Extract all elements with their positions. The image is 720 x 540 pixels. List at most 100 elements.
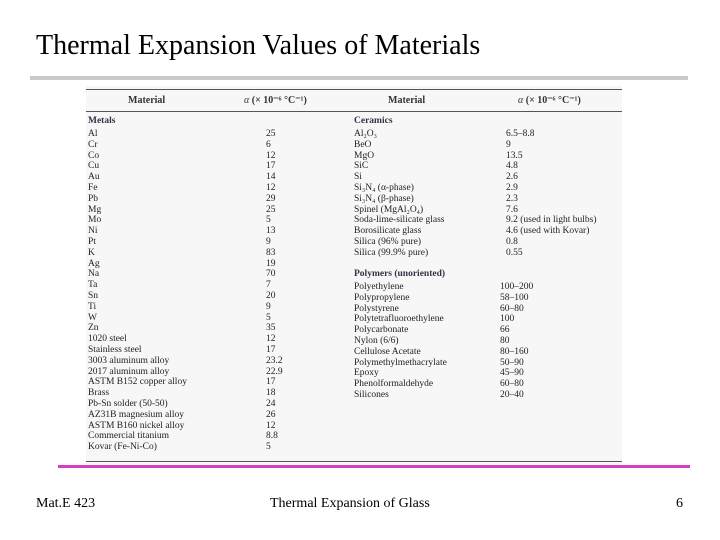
expansion-value: 14 (266, 172, 276, 183)
table-bottom-rule (86, 461, 622, 462)
table-top-rule (86, 89, 622, 90)
expansion-value: 6 (266, 139, 271, 150)
expansion-value: 6.5–8.8 (506, 129, 535, 139)
table-row: Borosilicate glass 4.6 (used with Kovar) (354, 226, 622, 237)
table-row: Au 14 (88, 172, 298, 183)
material-name: Polymethylmethacrylate (354, 357, 447, 368)
table-row: SiC 4.8 (354, 161, 622, 172)
header-alpha-left: α (× 10⁻⁶ °C⁻¹) (244, 95, 307, 106)
section-polymers: Polymers (unoriented) (354, 269, 446, 279)
expansion-value: 17 (266, 161, 276, 172)
expansion-value: 26 (266, 409, 276, 420)
expansion-value: 4.6 (used with Kovar) (506, 226, 590, 237)
table-row: Ag 19 (88, 259, 298, 270)
expansion-value: 12 (266, 150, 276, 161)
material-name: 3003 aluminum alloy (88, 355, 170, 366)
table-row: Sn 20 (88, 291, 298, 302)
table-row: Kovar (Fe-Ni-Co) 5 (88, 442, 298, 453)
footer-topic: Thermal Expansion of Glass (270, 496, 430, 511)
expansion-value: 5 (266, 312, 271, 323)
expansion-value: 13.5 (506, 150, 523, 161)
material-name: Commercial titanium (88, 431, 169, 442)
table-row: ASTM B152 copper alloy 17 (88, 377, 298, 388)
expansion-value: 19 (266, 258, 276, 269)
expansion-value: 50–90 (500, 357, 524, 368)
material-name: Kovar (Fe-Ni-Co) (88, 442, 157, 453)
section-metals: Metals (88, 116, 116, 126)
material-name: Phenolformaldehyde (354, 379, 434, 390)
material-name: Silica (96% pure) (354, 236, 422, 247)
table-row: Polycarbonate 66 (354, 325, 622, 336)
table-row: Silica (96% pure) 0.8 (354, 237, 622, 248)
table-row: Polytetrafluoroethylene 100 (354, 314, 622, 325)
expansion-value: 18 (266, 388, 276, 399)
table-row: Co 12 (88, 151, 298, 162)
material-name: Silica (99.9% pure) (354, 247, 429, 258)
table-row: MgO 13.5 (354, 151, 622, 162)
expansion-value: 9 (506, 139, 511, 150)
table-row: Nylon (6/6) 80 (354, 336, 622, 347)
expansion-value: 58–100 (500, 292, 529, 303)
material-name: Ti (88, 301, 97, 312)
expansion-value: 24 (266, 398, 276, 409)
page-number: 6 (676, 496, 683, 511)
expansion-value: 25 (266, 204, 276, 215)
expansion-value: 2.3 (506, 193, 518, 204)
table-row: 2017 aluminum alloy 22.9 (88, 367, 298, 378)
expansion-value: 2.9 (506, 182, 518, 193)
expansion-value: 70 (266, 269, 276, 280)
material-name: SiC (354, 161, 369, 172)
expansion-value: 0.8 (506, 236, 518, 247)
material-name: Epoxy (354, 368, 379, 379)
material-name: Mo (88, 215, 102, 226)
expansion-value: 100–200 (500, 282, 534, 292)
expansion-value: 0.55 (506, 247, 523, 258)
table-row: Epoxy 45–90 (354, 368, 622, 379)
material-name: Cellulose Acetate (354, 346, 421, 357)
table-row: Al₂O₃ 6.5–8.8 (354, 129, 622, 140)
material-name: Silicones (354, 389, 389, 400)
polymers-list: Polyethylene 100–200 Polypropylene 58–100 Po… (354, 282, 622, 401)
table-row: Si 2.6 (354, 172, 622, 183)
table-row: Polystyrene 60–80 (354, 304, 622, 315)
material-name: ASTM B152 copper alloy (88, 377, 187, 388)
material-name: Au (88, 172, 100, 183)
material-name: Nylon (6/6) (354, 335, 399, 346)
table-row: Zn 35 (88, 323, 298, 334)
table-row: Soda-lime-silicate glass 9.2 (used in lig… (354, 215, 622, 226)
material-name: Polytetrafluoroethylene (354, 314, 444, 325)
table-row: Si₃N₄ (α-phase) 2.9 (354, 183, 622, 194)
table-row: K 83 (88, 248, 298, 259)
expansion-value: 60–80 (500, 379, 524, 390)
material-name: AZ31B magnesium alloy (88, 409, 185, 420)
material-name: Brass (88, 388, 110, 399)
material-name: Pb-Sn solder (50-50) (88, 398, 168, 409)
material-name: Co (88, 150, 100, 161)
material-name: Spinel (MgAl₂O₄) (354, 204, 424, 215)
footer-divider (58, 465, 690, 468)
expansion-value: 80 (500, 335, 510, 346)
expansion-value: 4.8 (506, 161, 518, 172)
expansion-value: 7.6 (506, 204, 518, 215)
header-alpha-right: α (× 10⁻⁶ °C⁻¹) (518, 95, 581, 106)
material-name: 2017 aluminum alloy (88, 366, 170, 377)
table-row: Brass 18 (88, 388, 298, 399)
material-name: Sn (88, 290, 99, 301)
material-name: W (88, 312, 97, 323)
course-code: Mat.E 423 (36, 496, 96, 511)
material-name: ASTM B160 nickel alloy (88, 420, 185, 431)
table-row: Silica (99.9% pure) 0.55 (354, 248, 622, 259)
material-name: Stainless steel (88, 344, 142, 355)
table-row: Cr 6 (88, 140, 298, 151)
table-row: 1020 steel 12 (88, 334, 298, 345)
table-row: Pb-Sn solder (50-50) 24 (88, 399, 298, 410)
table-row: Stainless steel 17 (88, 345, 298, 356)
alpha-symbol-left: α (244, 95, 250, 106)
table-row: BeO 9 (354, 140, 622, 151)
expansion-value: 12 (266, 334, 276, 345)
material-name: Polystyrene (354, 303, 399, 314)
table-row: Ta 7 (88, 280, 298, 291)
material-name: Polypropylene (354, 292, 410, 303)
table-row: Mg 25 (88, 205, 298, 216)
